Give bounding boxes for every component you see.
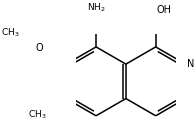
Text: O: O <box>35 43 43 53</box>
Text: N: N <box>187 59 194 69</box>
Text: NH$_2$: NH$_2$ <box>87 2 105 14</box>
Text: CH$_3$: CH$_3$ <box>1 27 19 39</box>
Text: CH$_3$: CH$_3$ <box>28 109 47 121</box>
Text: OH: OH <box>157 5 172 15</box>
